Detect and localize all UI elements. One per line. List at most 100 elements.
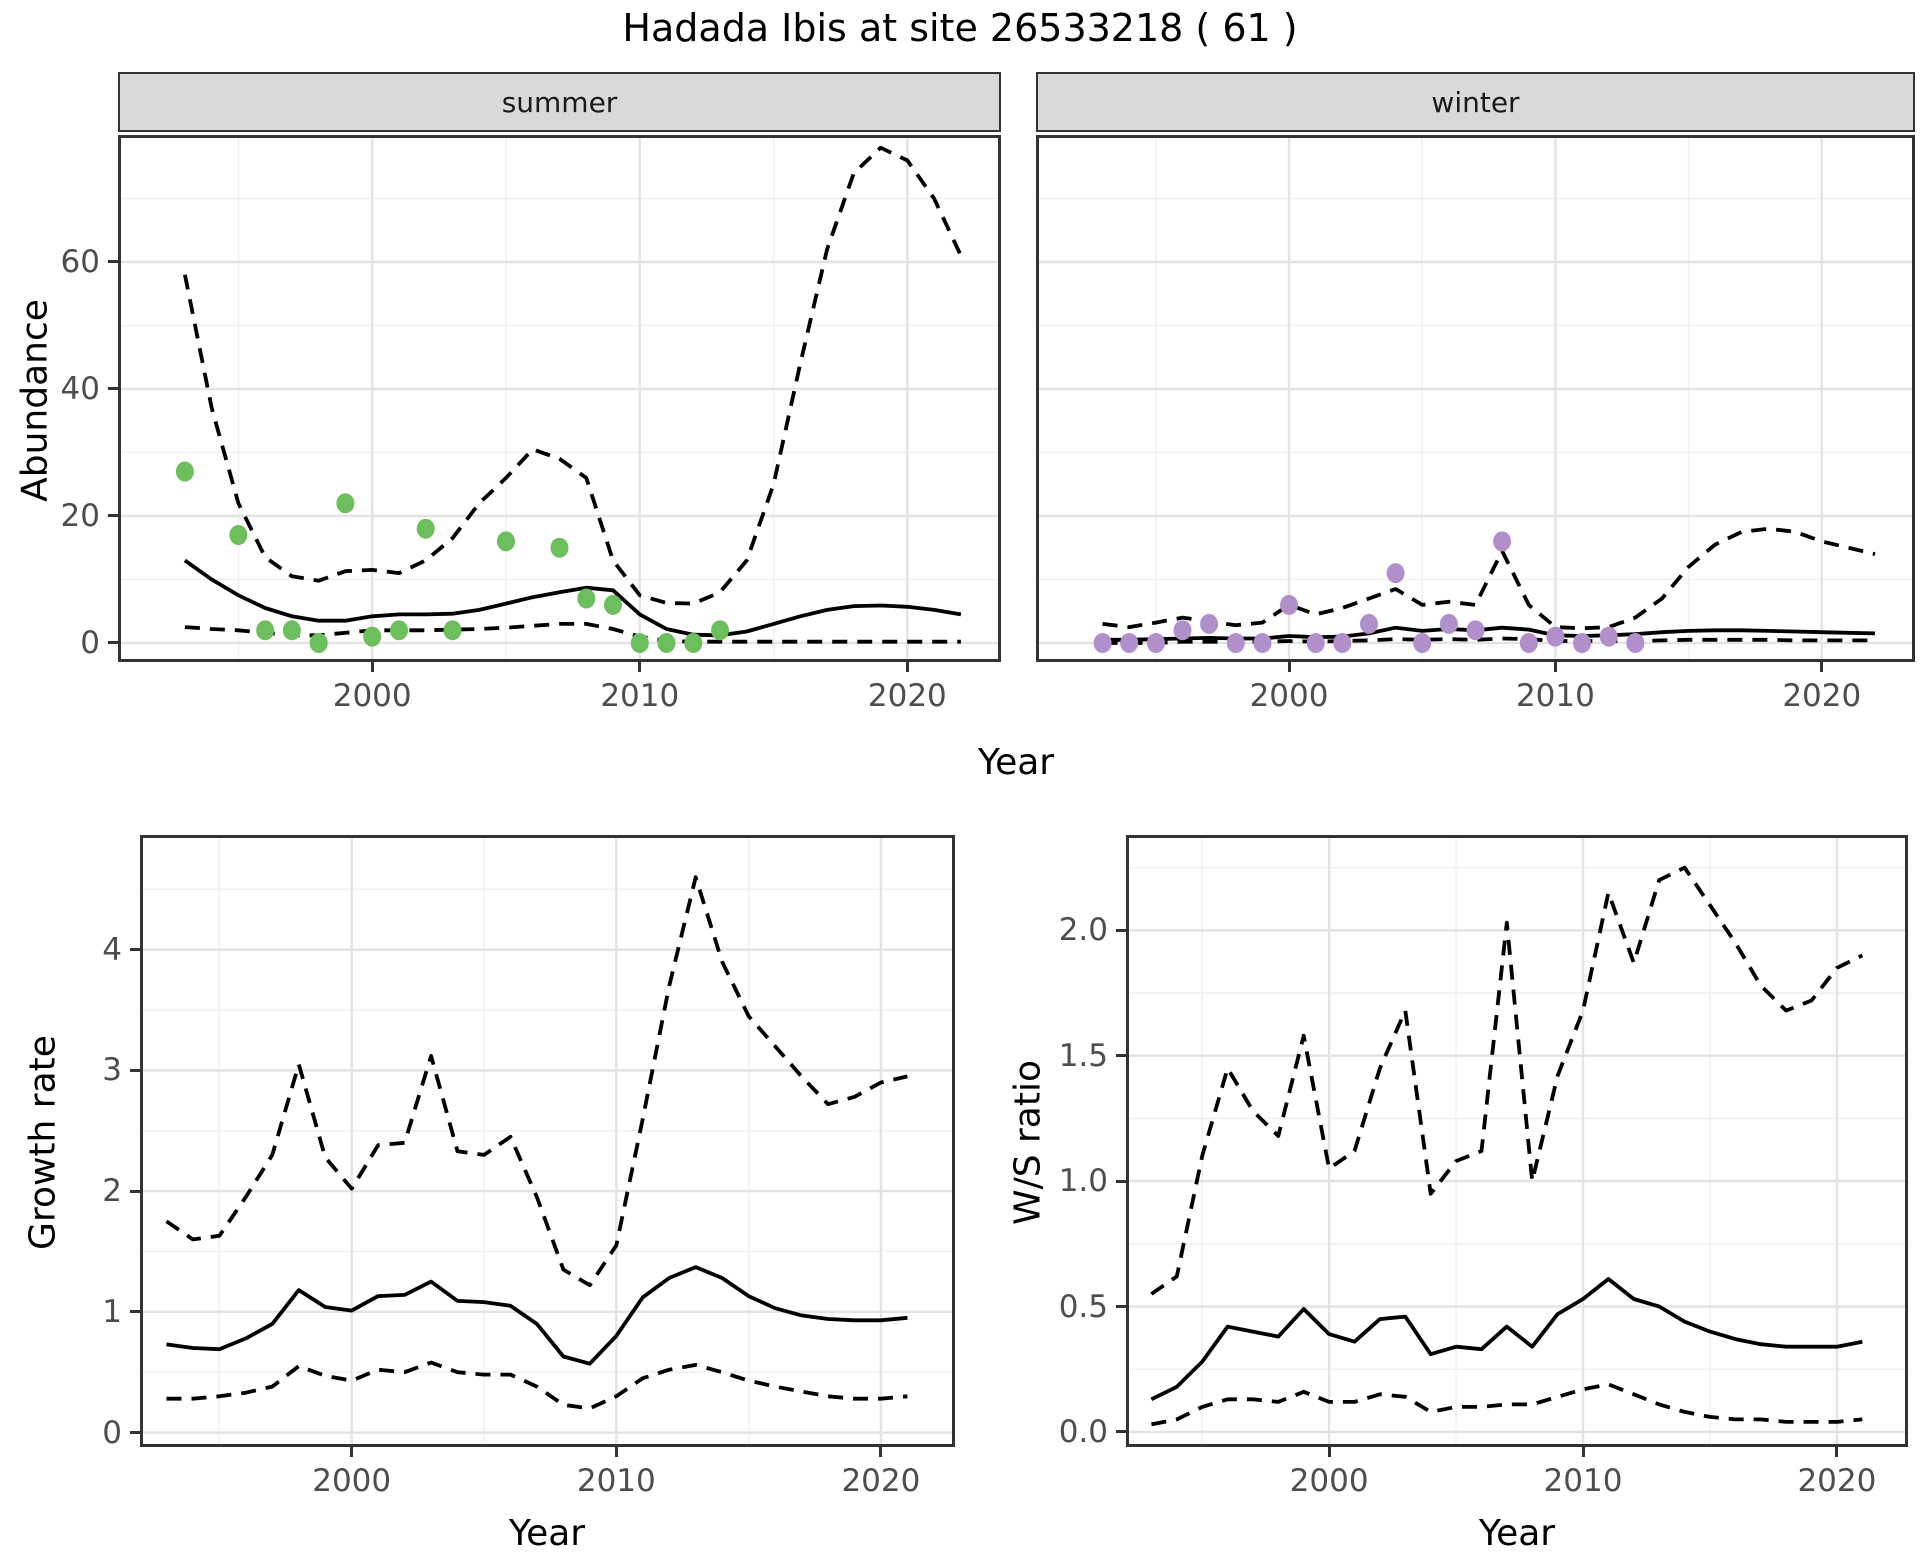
growth-x-axis-title: Year xyxy=(508,1513,586,1554)
abundance-winter-x-tick xyxy=(1553,662,1557,672)
growth-rate-y-tick xyxy=(130,1310,140,1314)
ws-ratio-y-tick-label: 1.0 xyxy=(1058,1163,1108,1200)
abundance-summer-panel xyxy=(118,135,1001,666)
growth-rate-y-tick xyxy=(130,1431,140,1434)
abundance-summer-observation-point xyxy=(550,537,569,558)
abundance-winter-plot xyxy=(1036,135,1915,662)
ws-ratio-x-tick xyxy=(1835,1447,1839,1457)
abundance-summer-x-tick xyxy=(370,662,374,672)
abundance-winter-observation-point xyxy=(1093,633,1112,653)
ws-ratio-x-tick xyxy=(1581,1447,1585,1457)
facet-strip-summer: summer xyxy=(118,72,1001,132)
abundance-summer-y-tick-label: 0 xyxy=(80,624,100,661)
abundance-summer-y-tick xyxy=(108,641,118,645)
abundance-winter-observation-point xyxy=(1173,620,1192,641)
abundance-summer-observation-point xyxy=(282,620,301,641)
growth-rate-y-tick xyxy=(130,1189,140,1193)
abundance-summer-observation-point xyxy=(711,620,729,641)
abundance-winter-panel xyxy=(1036,135,1915,666)
ws-ratio-y-tick xyxy=(1116,1054,1126,1058)
ws-ratio-x-tick-label: 2020 xyxy=(1797,1463,1877,1499)
facet-strip-summer-label: summer xyxy=(501,85,618,119)
facet-strip-winter: winter xyxy=(1036,72,1915,132)
ws-ratio-y-tick-label: 0.0 xyxy=(1058,1413,1108,1450)
abundance-winter-x-tick xyxy=(1820,662,1824,672)
top-x-axis-title: Year xyxy=(977,742,1055,783)
ws-ratio-y-tick xyxy=(1116,1430,1126,1434)
abundance-winter-observation-point xyxy=(1493,531,1512,552)
abundance-summer-observation-point xyxy=(416,518,435,539)
page-title: Hadada Ibis at site 26533218 ( 61 ) xyxy=(622,6,1298,50)
growth-rate-y-tick xyxy=(130,948,140,952)
abundance-winter-observation-point xyxy=(1546,626,1565,647)
abundance-winter-observation-point xyxy=(1280,594,1298,615)
abundance-summer-plot xyxy=(118,135,1001,662)
abundance-summer-observation-point xyxy=(363,626,382,647)
abundance-summer-observation-point xyxy=(390,620,408,641)
ws-ratio-x-tick xyxy=(1327,1447,1331,1457)
abundance-winter-observation-point xyxy=(1200,613,1219,634)
growth-rate-panel xyxy=(140,835,955,1451)
abundance-summer-observation-point xyxy=(630,633,649,653)
abundance-summer-y-tick xyxy=(108,260,118,264)
abundance-summer-x-tick xyxy=(905,662,909,672)
growth-rate-x-tick-label: 2010 xyxy=(576,1463,656,1499)
abundance-winter-observation-point xyxy=(1360,613,1378,634)
facet-strip-winter-label: winter xyxy=(1431,85,1520,119)
abundance-winter-observation-point xyxy=(1386,563,1405,584)
abundance-summer-x-tick-label: 2010 xyxy=(600,678,680,714)
abundance-winter-upper-ci-line xyxy=(1102,526,1876,631)
growth-rate-estimate-line xyxy=(166,1265,908,1366)
ws-ratio-y-tick-label: 0.5 xyxy=(1058,1288,1108,1325)
growth-rate-y-tick-label: 2 xyxy=(102,1173,122,1210)
abundance-summer-observation-point xyxy=(443,620,462,641)
abundance-winter-observation-point xyxy=(1306,633,1325,653)
growth-rate-x-tick xyxy=(614,1447,618,1457)
ws-ratio-y-tick-label: 1.5 xyxy=(1058,1037,1108,1074)
abundance-winter-observation-point xyxy=(1253,633,1272,653)
ws-ratio-y-tick-label: 2.0 xyxy=(1058,912,1108,949)
ws-x-axis-title: Year xyxy=(1478,1513,1556,1554)
growth-rate-plot xyxy=(140,835,955,1447)
abundance-summer-observation-point xyxy=(497,531,515,552)
abundance-summer-observation-point xyxy=(684,633,703,653)
abundance-summer-y-tick-label: 20 xyxy=(60,497,100,534)
abundance-summer-y-tick-label: 40 xyxy=(60,370,100,407)
growth-rate-x-tick-label: 2000 xyxy=(312,1463,392,1499)
abundance-summer-observation-point xyxy=(336,493,355,514)
abundance-summer-observation-point xyxy=(577,588,596,609)
abundance-winter-observation-point xyxy=(1120,633,1139,653)
abundance-winter-observation-point xyxy=(1146,633,1165,653)
growth-rate-upper-ci-line xyxy=(165,875,908,1288)
ws-ratio-y-tick xyxy=(1116,1305,1126,1309)
abundance-winter-observation-point xyxy=(1599,626,1618,647)
abundance-summer-upper-ci-line xyxy=(183,145,963,606)
growth-rate-y-tick xyxy=(130,1068,140,1072)
abundance-winter-observation-point xyxy=(1226,633,1245,653)
abundance-summer-observation-point xyxy=(604,594,622,615)
growth-rate-y-tick-label: 1 xyxy=(102,1293,122,1330)
abundance-summer-estimate-line xyxy=(183,558,962,638)
abundance-summer-observation-point xyxy=(229,525,248,545)
abundance-summer-observation-point xyxy=(175,461,194,482)
abundance-summer-x-tick xyxy=(638,662,642,672)
growth-rate-x-tick xyxy=(350,1447,354,1457)
abundance-winter-observation-point xyxy=(1519,633,1538,653)
ws-ratio-plot xyxy=(1126,835,1908,1447)
ws-ratio-upper-ci-line xyxy=(1150,865,1864,1296)
abundance-winter-observation-point xyxy=(1439,613,1458,634)
growth-rate-y-tick-label: 4 xyxy=(102,931,122,968)
abundance-summer-y-tick xyxy=(108,514,118,518)
abundance-winter-observation-point xyxy=(1573,633,1591,653)
growth-rate-axis-title: Growth rate xyxy=(22,1035,64,1250)
abundance-summer-observation-point xyxy=(309,633,328,653)
abundance-winter-observation-point xyxy=(1333,633,1352,653)
growth-rate-x-tick xyxy=(879,1447,883,1457)
abundance-summer-y-tick-label: 60 xyxy=(60,243,100,280)
growth-rate-y-tick-label: 3 xyxy=(102,1052,122,1089)
abundance-winter-x-tick-label: 2000 xyxy=(1249,678,1329,714)
abundance-summer-observation-point xyxy=(256,620,275,641)
ws-ratio-estimate-line xyxy=(1150,1277,1863,1402)
ws-ratio-y-tick xyxy=(1116,1179,1126,1183)
